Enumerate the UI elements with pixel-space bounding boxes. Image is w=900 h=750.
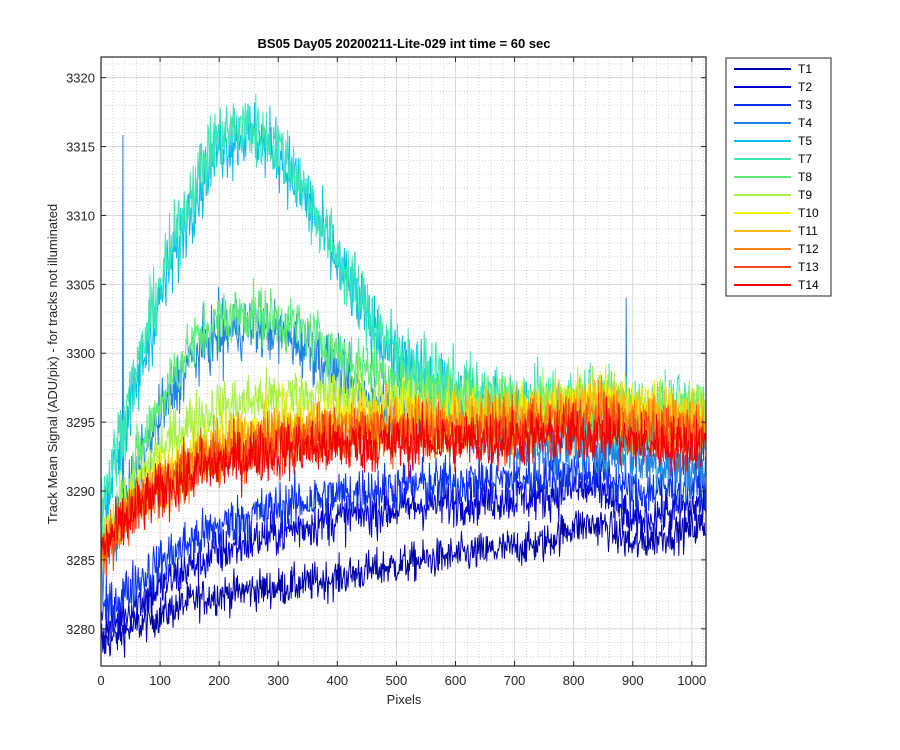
x-tick-label: 100: [149, 673, 171, 688]
series-group: [101, 93, 706, 658]
legend-label-t14: T14: [798, 278, 819, 292]
y-tick-label: 3310: [66, 208, 95, 223]
x-tick-label: 700: [504, 673, 526, 688]
legend-label-t3: T3: [798, 98, 812, 112]
series-line-t1: [101, 509, 706, 658]
chart-title: BS05 Day05 20200211-Lite-029 int time = …: [257, 36, 550, 51]
x-axis-label: Pixels: [387, 692, 422, 707]
x-tick-label: 900: [622, 673, 644, 688]
y-tick-label: 3285: [66, 553, 95, 568]
legend-label-t10: T10: [798, 206, 819, 220]
legend-label-t2: T2: [798, 80, 812, 94]
y-tick-label: 3290: [66, 484, 95, 499]
series-line-t14: [101, 395, 706, 557]
legend-label-t1: T1: [798, 62, 812, 76]
legend: T1 T2 T3 T4 T5 T7 T8 T9 T10 T11 T12 T13 T14: [725, 57, 832, 297]
y-tick-label: 3320: [66, 71, 95, 86]
legend-label-t11: T11: [798, 224, 818, 238]
legend-label-t13: T13: [798, 260, 819, 274]
y-tick-label: 3315: [66, 140, 95, 155]
y-axis-label: Track Mean Signal (ADU/pix) - for tracks…: [45, 204, 60, 524]
x-tick-label: 400: [326, 673, 348, 688]
x-tick-label: 600: [445, 673, 467, 688]
legend-label-t9: T9: [798, 188, 812, 202]
series-line-t2: [101, 461, 706, 655]
x-tick-label: 200: [208, 673, 230, 688]
x-tick-label: 1000: [677, 673, 706, 688]
legend-label-t7: T7: [798, 152, 812, 166]
tick-labels: 0 100 200 300 400 500 600 700 800 900 1000 3280 3285…: [66, 71, 706, 688]
y-tick-label: 3300: [66, 346, 95, 361]
legend-label-t12: T12: [798, 242, 819, 256]
axes-box: [100, 56, 707, 667]
x-tick-label: 500: [386, 673, 408, 688]
series-line-t3: [101, 444, 706, 638]
x-tick-label: 0: [97, 673, 104, 688]
y-tick-label: 3305: [66, 277, 95, 292]
y-tick-label: 3280: [66, 622, 95, 637]
axes: [100, 56, 707, 667]
legend-label-t5: T5: [798, 134, 812, 148]
x-tick-label: 800: [563, 673, 585, 688]
x-tick-label: 300: [267, 673, 289, 688]
y-tick-label: 3295: [66, 415, 95, 430]
legend-label-t8: T8: [798, 170, 812, 184]
legend-label-t4: T4: [798, 116, 812, 130]
